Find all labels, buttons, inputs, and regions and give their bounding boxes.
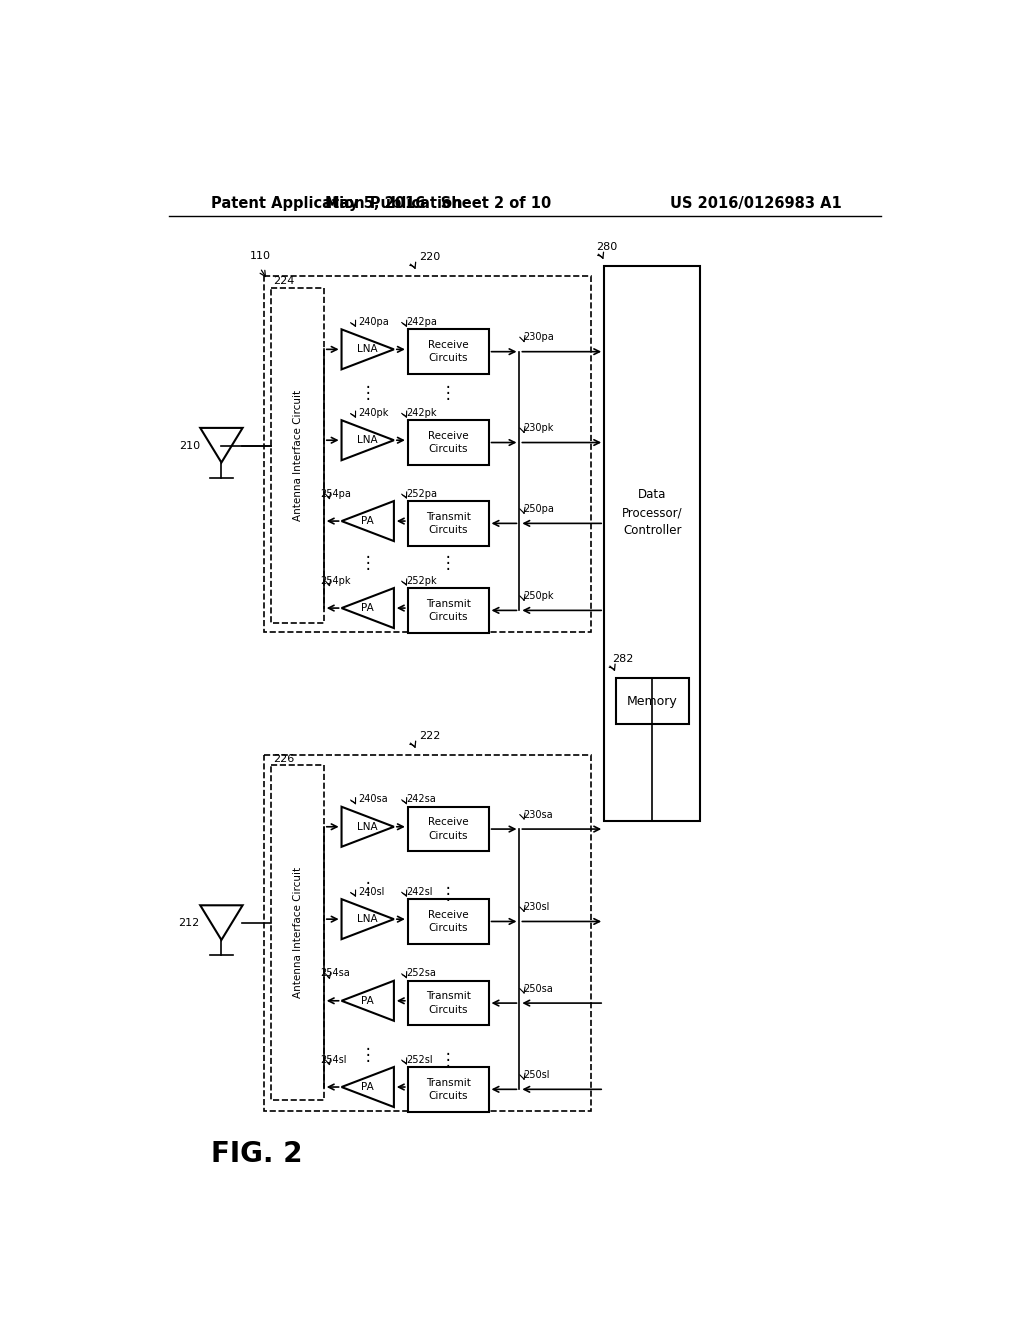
Text: 230pa: 230pa — [523, 333, 554, 342]
Text: 230sa: 230sa — [523, 810, 553, 820]
Text: ⋮: ⋮ — [359, 553, 376, 572]
Polygon shape — [342, 807, 394, 847]
Bar — [408, 1067, 488, 1111]
Text: LNA: LNA — [357, 345, 378, 354]
Text: 250sa: 250sa — [523, 983, 553, 994]
Text: Receive
Circuits: Receive Circuits — [428, 817, 469, 841]
Text: US 2016/0126983 A1: US 2016/0126983 A1 — [670, 195, 842, 211]
Text: 240sa: 240sa — [358, 795, 388, 804]
Text: Memory: Memory — [627, 694, 678, 708]
Text: 254pk: 254pk — [319, 576, 350, 586]
Text: 220: 220 — [419, 252, 440, 263]
Bar — [408, 807, 488, 851]
Text: 240sl: 240sl — [358, 887, 385, 896]
Text: ⋮: ⋮ — [359, 880, 376, 898]
Bar — [264, 755, 591, 1111]
Bar — [408, 420, 488, 465]
Polygon shape — [342, 330, 394, 370]
Bar — [271, 766, 324, 1100]
Text: 252pa: 252pa — [407, 488, 437, 499]
Text: 240pa: 240pa — [358, 317, 389, 327]
Text: 230sl: 230sl — [523, 903, 550, 912]
Text: Transmit
Circuits: Transmit Circuits — [426, 1077, 471, 1101]
Text: 282: 282 — [611, 655, 633, 664]
Text: 250sl: 250sl — [523, 1071, 550, 1080]
Text: 212: 212 — [178, 917, 200, 928]
Text: 222: 222 — [419, 731, 440, 742]
Text: 242sa: 242sa — [407, 795, 436, 804]
Text: May 5, 2016   Sheet 2 of 10: May 5, 2016 Sheet 2 of 10 — [326, 195, 552, 211]
Text: 226: 226 — [273, 754, 294, 763]
Bar — [604, 267, 700, 821]
Bar — [408, 589, 488, 632]
Bar — [408, 899, 488, 944]
Text: 254sa: 254sa — [319, 969, 350, 978]
Text: 252pk: 252pk — [407, 576, 437, 586]
Text: Transmit
Circuits: Transmit Circuits — [426, 991, 471, 1015]
Text: Transmit
Circuits: Transmit Circuits — [426, 599, 471, 622]
Text: Data
Processor/
Controller: Data Processor/ Controller — [622, 488, 683, 537]
Text: ⋮: ⋮ — [439, 884, 456, 903]
Text: 252sa: 252sa — [407, 969, 436, 978]
Text: Antenna Interface Circuit: Antenna Interface Circuit — [293, 867, 303, 998]
Text: 252sl: 252sl — [407, 1055, 433, 1065]
Text: ⋮: ⋮ — [359, 1047, 376, 1064]
Text: 254pa: 254pa — [319, 488, 351, 499]
Bar — [615, 678, 689, 725]
Text: 224: 224 — [273, 276, 294, 286]
Text: Patent Application Publication: Patent Application Publication — [211, 195, 463, 211]
Text: Receive
Circuits: Receive Circuits — [428, 341, 469, 363]
Text: PA: PA — [361, 603, 374, 612]
Polygon shape — [342, 981, 394, 1020]
Polygon shape — [342, 502, 394, 541]
Text: 250pk: 250pk — [523, 591, 554, 601]
Polygon shape — [342, 1067, 394, 1107]
Bar — [408, 502, 488, 545]
Text: 254sl: 254sl — [319, 1055, 346, 1065]
Text: LNA: LNA — [357, 436, 378, 445]
Text: ⋮: ⋮ — [439, 1051, 456, 1069]
Text: Receive
Circuits: Receive Circuits — [428, 430, 469, 454]
Text: PA: PA — [361, 995, 374, 1006]
Bar — [264, 276, 591, 632]
Text: 210: 210 — [179, 441, 200, 450]
Polygon shape — [201, 906, 243, 940]
Text: 240pk: 240pk — [358, 408, 389, 418]
Text: Receive
Circuits: Receive Circuits — [428, 909, 469, 933]
Text: 110: 110 — [250, 251, 271, 261]
Text: 242sl: 242sl — [407, 887, 433, 896]
Text: 250pa: 250pa — [523, 504, 554, 515]
Text: 242pk: 242pk — [407, 408, 436, 418]
Bar — [408, 330, 488, 374]
Polygon shape — [342, 899, 394, 940]
Bar — [408, 981, 488, 1026]
Text: PA: PA — [361, 1082, 374, 1092]
Text: 230pk: 230pk — [523, 424, 554, 433]
Polygon shape — [342, 589, 394, 628]
Text: ⋮: ⋮ — [439, 384, 456, 403]
Polygon shape — [201, 428, 243, 462]
Text: PA: PA — [361, 516, 374, 527]
Text: Antenna Interface Circuit: Antenna Interface Circuit — [293, 389, 303, 521]
Text: LNA: LNA — [357, 822, 378, 832]
Text: ⋮: ⋮ — [359, 384, 376, 403]
Text: ⋮: ⋮ — [439, 553, 456, 572]
Text: 242pa: 242pa — [407, 317, 437, 327]
Polygon shape — [342, 420, 394, 461]
Text: Transmit
Circuits: Transmit Circuits — [426, 512, 471, 535]
Text: FIG. 2: FIG. 2 — [211, 1140, 303, 1168]
Text: 280: 280 — [596, 243, 617, 252]
Text: LNA: LNA — [357, 915, 378, 924]
Bar — [271, 288, 324, 623]
